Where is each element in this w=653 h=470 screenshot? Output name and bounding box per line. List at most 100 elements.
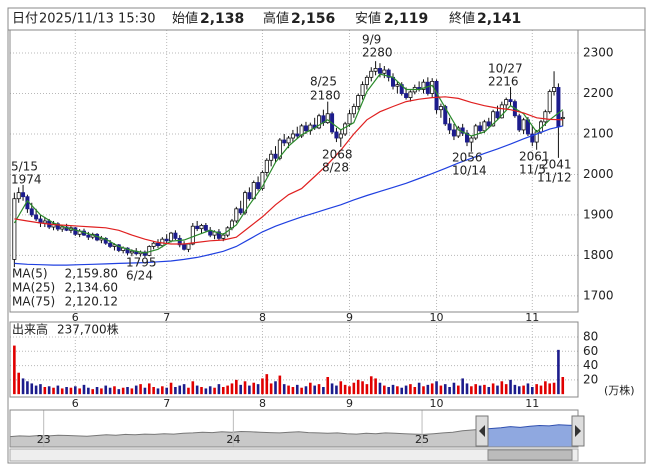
high-label: 高値 (263, 11, 289, 27)
candle-body (421, 81, 426, 90)
ma-line (13, 73, 564, 254)
candle-body (386, 69, 391, 78)
candle-body (290, 133, 295, 139)
volume-bar (422, 386, 425, 395)
candle-body (60, 226, 65, 230)
legend-bg (11, 295, 119, 309)
volume-bar (221, 387, 225, 395)
volume-bar (413, 387, 417, 395)
volume-bar (287, 385, 290, 395)
candle-body (16, 192, 21, 200)
date: 2025/11/13 15:30 (39, 12, 156, 27)
volume-bar (143, 387, 147, 395)
candle-body (34, 214, 39, 220)
candle-body (264, 159, 269, 173)
volume-bar (548, 383, 552, 395)
volume-bar (134, 385, 138, 395)
volume-bar (47, 386, 51, 395)
volume-bar (26, 381, 29, 395)
candle-body (317, 115, 322, 129)
volume-bar (487, 387, 491, 395)
y-tick-label: 2200 (583, 86, 614, 100)
volume-tick-label: 80 (583, 330, 598, 344)
legend-bg (11, 281, 119, 295)
y-tick-label: 2100 (583, 126, 614, 140)
candle-body (103, 237, 108, 244)
candle-body (51, 223, 56, 228)
volume-bar (256, 384, 260, 395)
volume-bar (369, 376, 373, 395)
candle-body (190, 225, 195, 245)
scrollbar-track[interactable] (9, 448, 579, 462)
y-tick-label: 1900 (583, 207, 614, 221)
volume-bar (274, 381, 277, 395)
volume-bar (30, 383, 34, 395)
volume-bar (478, 385, 482, 395)
volume-bar (208, 386, 212, 395)
volume-bar (217, 384, 221, 395)
volume-bar (73, 386, 77, 395)
low-value: 2,119 (384, 11, 428, 27)
candle-body (295, 133, 300, 137)
candle-body (395, 84, 400, 87)
volume-bar (187, 387, 190, 395)
annotation-date: 11/12 (537, 171, 572, 185)
volume-bar (100, 388, 103, 395)
candle-body (351, 106, 356, 115)
candle-body (547, 91, 552, 113)
volume-frame (9, 321, 579, 398)
volume-bar (108, 387, 112, 395)
volume-bar (295, 384, 299, 395)
volume-bar (443, 384, 447, 395)
annotation-price: 1795 (126, 256, 157, 270)
candle-body (203, 225, 208, 231)
candle-body (173, 232, 178, 239)
volume-bar (313, 385, 316, 395)
volume-bar (182, 384, 186, 395)
x-tick-label: 6 (72, 397, 79, 410)
x-tick-label: 9 (346, 311, 353, 324)
volume-bar (465, 383, 469, 395)
candle-body (347, 113, 352, 125)
candle-body (486, 121, 491, 127)
volume-bar (282, 384, 286, 395)
legend-name: MA(5) (12, 267, 48, 281)
scrollbar-thumb[interactable] (487, 449, 573, 461)
volume-bar (474, 384, 478, 395)
volume-bar (139, 384, 142, 395)
candle-body (142, 251, 147, 256)
volume-bar (522, 385, 525, 395)
candle-body (478, 125, 483, 132)
candle-body (338, 133, 343, 139)
candle-body (517, 115, 522, 131)
volume-plot (13, 345, 565, 395)
candle-body (382, 69, 387, 74)
volume-bar (243, 381, 247, 395)
handle-arrow (575, 425, 581, 437)
date-label: 日付 (12, 12, 38, 27)
volume-bar (78, 388, 81, 395)
candle-body (495, 111, 500, 119)
overview-tick-label: 24 (226, 433, 240, 446)
volume-bar (165, 387, 168, 395)
volume-bar (457, 385, 460, 395)
candle-body (182, 244, 187, 250)
volume-bar (483, 384, 486, 395)
x-tick-label: 7 (163, 397, 170, 410)
volume-bar (104, 385, 108, 395)
candle-body (491, 111, 496, 127)
candle-body (116, 244, 121, 251)
volume-bar (252, 382, 256, 395)
candle-body (286, 137, 291, 144)
y-tick-label: 1700 (583, 288, 614, 302)
volume-bar (60, 388, 64, 395)
volume-bar (517, 386, 521, 395)
candle-body (451, 129, 456, 137)
volume-bar (426, 384, 430, 395)
volume-bar (326, 377, 330, 395)
y-tick-label: 1800 (583, 248, 614, 262)
volume-bar (356, 379, 360, 395)
ma-line (14, 125, 563, 266)
volume-bar (404, 385, 408, 395)
